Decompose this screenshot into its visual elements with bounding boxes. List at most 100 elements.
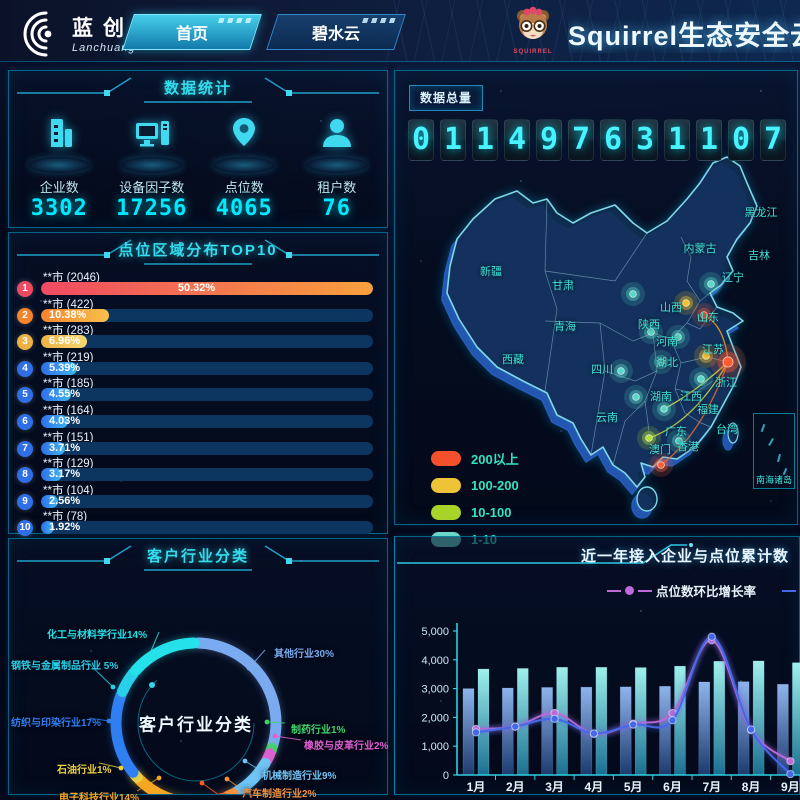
panel-header: 数据统计 [9,71,387,103]
trend-point [629,720,638,729]
logo-icon [23,11,52,57]
donut-leader-dot [156,775,162,781]
province-label-黑龙江: 黑龙江 [744,207,778,219]
page-title: Squirrel生态安全云平台 [568,21,800,51]
trend-point [550,714,559,723]
legend-item-growth-rate[interactable]: 点位数环比增长率 [606,581,756,600]
donut-leader-dot [199,780,205,786]
province-label-台湾: 台湾 [716,424,738,436]
province-label-山西: 山西 [660,302,682,314]
building-icon [51,119,73,147]
bar-fill [41,494,58,508]
device-icon [135,121,169,147]
x-tick-label: 6月 [663,780,682,794]
donut-label: 纺织与印染行业17% [11,718,102,729]
counter-digit: 0 [408,119,434,161]
counter-digit: 0 [728,119,754,161]
trend-point [511,722,520,731]
top10-row: **市 (151) 7 3.71% [15,429,377,457]
donut-leader-line [244,760,259,770]
donut-leader-line [201,782,220,796]
panel-header: 客户行业分类 [9,539,387,571]
panel-yearly-trend: 近一年接入企业与点位累计数 点位数环比增长率 [394,536,800,795]
counter-digit: 1 [472,119,498,161]
counter-digit: 6 [600,119,626,161]
stat-value: 76 [322,196,351,221]
tab-home[interactable]: 首页 [122,14,262,50]
province-label-江西: 江西 [680,391,702,403]
legend-item-secondary[interactable] [782,581,800,600]
map-legend-item[interactable]: 200以上 [431,445,519,472]
tab-deco [217,18,254,23]
trend-title-deco [397,543,693,564]
province-label-辽宁: 辽宁 [722,272,744,284]
china-map [446,156,758,512]
province-label-广东: 广东 [665,426,687,438]
rank-badge: 1 [17,281,33,297]
donut-leader-line [147,631,160,659]
donut-segment [133,773,204,800]
rank-badge: 2 [17,307,33,324]
stat-enterprises: 企业数 3302 [15,109,103,221]
counter-digit: 1 [696,119,722,161]
donut-leader-dot [242,758,248,764]
map-marker [675,437,683,445]
donut-label: 制药行业1% [291,725,346,736]
province-label-新疆: 新疆 [480,266,502,278]
tab-deco [361,18,398,23]
tab-bishuiyun[interactable]: 碧水云 [266,14,406,50]
top10-row: **市 (185) 5 4.55% [15,375,377,404]
counter-digit: 4 [504,119,530,161]
top10-row: **市 (129) 8 3.17% [15,455,377,484]
bar-series2 [792,662,800,776]
bar-track [41,388,373,402]
province-label-河南: 河南 [656,336,678,348]
province-label-福建: 福建 [697,404,719,416]
map-marker [632,393,640,401]
donut-label: 橡胶与皮革行业2% [304,741,389,752]
donut-leader-line [248,649,266,669]
main-nav: 首页 碧水云 [122,14,406,50]
province-label-青海: 青海 [554,321,576,333]
panel-title: 客户行业分类 [146,548,249,565]
donut-inner-dot [149,682,155,688]
bar-fill [41,521,54,535]
stat-device-factors: 设备因子数 17256 [108,109,196,221]
bar-series1 [541,687,553,776]
stat-value: 17256 [116,196,188,221]
rank-badge: 3 [17,334,33,351]
top10-row-label: **市 (185) [43,378,94,391]
donut-label: 电子科技行业14% [59,793,140,800]
y-tick-label: 1,000 [421,741,449,753]
donut-leader-dot [106,718,112,724]
stat-label: 点位数 [224,180,264,195]
y-tick-label: 4,000 [421,655,449,667]
map-marker [707,280,715,288]
donut-segment [116,668,139,697]
bar-series1 [502,687,514,776]
bar-value: 5.39% [49,361,81,374]
logo-subtitle: Lanchuang [72,42,136,54]
squirrel-mascot: SQUIRREL [506,4,560,55]
trend-point [707,632,716,641]
legend-swatch [431,505,461,520]
legend-line [606,589,621,592]
trend-legend: 点位数环比增长率 [606,581,800,600]
bar-series1 [698,681,711,776]
bar-track [41,308,373,322]
legend-swatch [431,478,461,493]
panel-header: 点位区域分布TOP10 [9,233,387,265]
panel-header-deco [17,239,379,265]
bar-series2 [595,667,608,776]
top10-row-label: **市 (129) [43,458,94,471]
icon-platform [213,157,276,173]
hainan-island [636,486,658,512]
map-marker [660,405,668,413]
donut-label: 其他行业30% [274,649,335,660]
province-label-浙江: 浙江 [715,377,737,389]
map-marker [617,367,625,375]
top10-row-label: **市 (422) [43,298,94,311]
panel-industry-classification: 客户行业分类 客户行业分类 其他行业30% 制药行业1% 橡胶与皮革行业2% 机械制造… [8,538,389,800]
map-legend-item[interactable]: 10-100 [431,499,519,526]
map-legend-item[interactable]: 100-200 [431,472,519,499]
